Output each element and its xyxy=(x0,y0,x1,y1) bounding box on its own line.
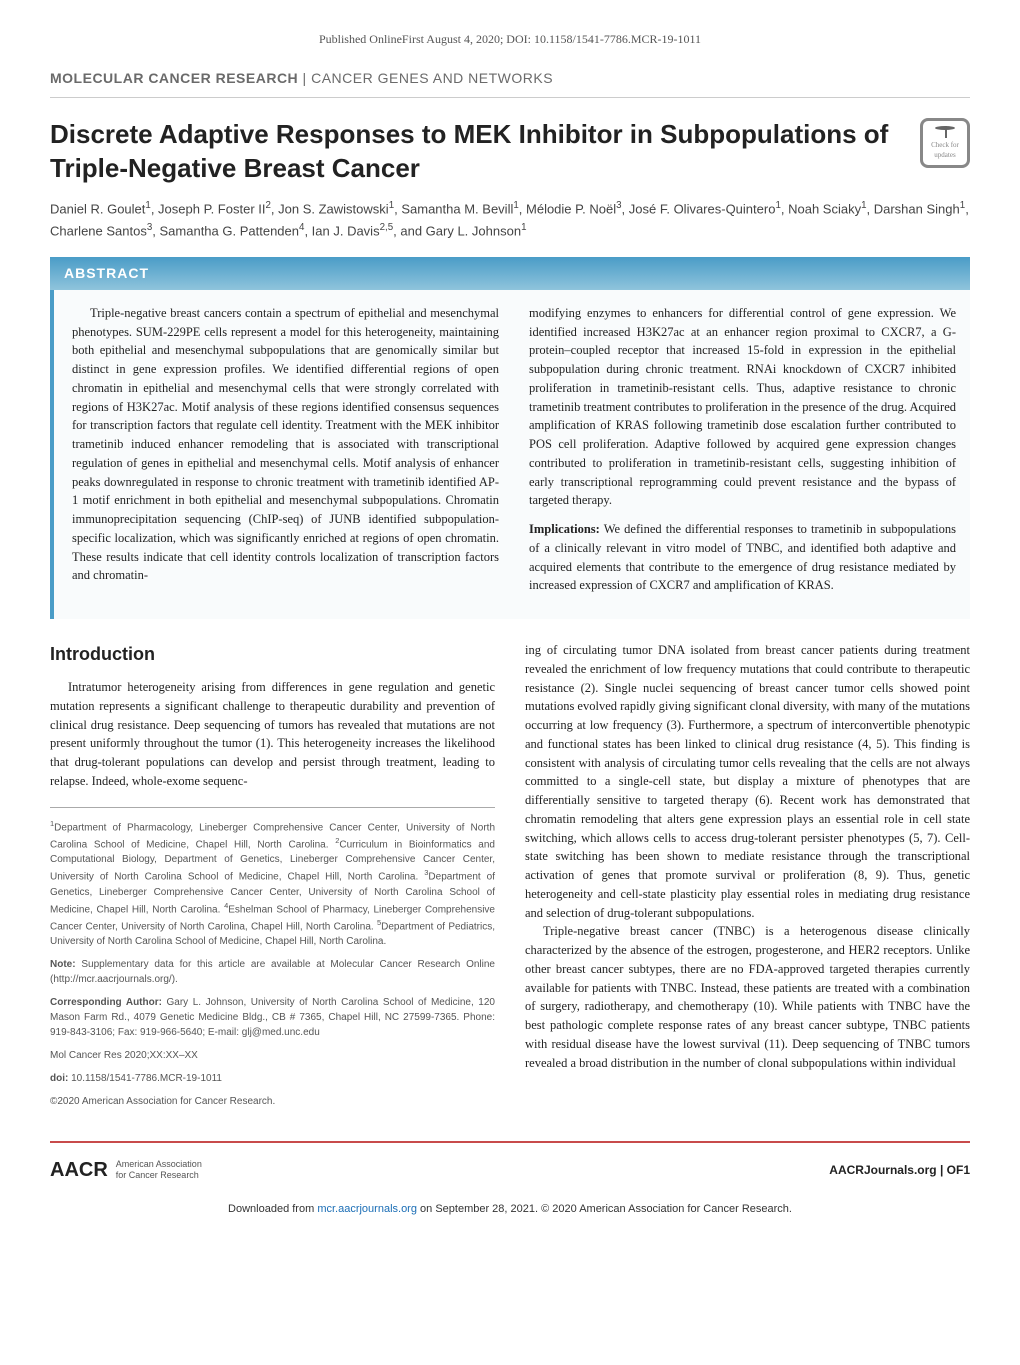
intro-right-p2: Triple-negative breast cancer (TNBC) is … xyxy=(525,922,970,1072)
header-meta: Published OnlineFirst August 4, 2020; DO… xyxy=(50,30,970,48)
section-header-light: | CANCER GENES AND NETWORKS xyxy=(298,70,553,86)
implications-paragraph: Implications: We defined the differentia… xyxy=(529,520,956,595)
footer: AACR American Association for Cancer Res… xyxy=(50,1141,970,1185)
authors-list: Daniel R. Goulet1, Joseph P. Foster II2,… xyxy=(50,198,970,242)
download-note: Downloaded from mcr.aacrjournals.org on … xyxy=(50,1201,970,1218)
right-column: ing of circulating tumor DNA isolated fr… xyxy=(525,641,970,1117)
doi: doi: 10.1158/1541-7786.MCR-19-1011 xyxy=(50,1071,495,1086)
check-updates-badge[interactable]: Check for updates xyxy=(920,118,970,168)
implications-label: Implications: xyxy=(529,522,600,536)
abstract-body: Triple-negative breast cancers contain a… xyxy=(50,290,970,619)
article-title: Discrete Adaptive Responses to MEK Inhib… xyxy=(50,118,920,186)
left-column: Introduction Intratumor heterogeneity ar… xyxy=(50,641,495,1117)
corresponding-author: Corresponding Author: Gary L. Johnson, U… xyxy=(50,995,495,1040)
main-columns: Introduction Intratumor heterogeneity ar… xyxy=(50,641,970,1117)
logo-sub-line2: for Cancer Research xyxy=(116,1170,202,1181)
abstract-left-text: Triple-negative breast cancers contain a… xyxy=(72,304,499,585)
copyright: ©2020 American Association for Cancer Re… xyxy=(50,1094,495,1109)
abstract-right-column: modifying enzymes to enhancers for diffe… xyxy=(529,304,956,605)
citation: Mol Cancer Res 2020;XX:XX–XX xyxy=(50,1048,495,1063)
section-header-bold: MOLECULAR CANCER RESEARCH xyxy=(50,70,298,86)
logo-text: AACR xyxy=(50,1155,108,1185)
pin-icon xyxy=(935,126,955,130)
intro-left-text: Intratumor heterogeneity arising from di… xyxy=(50,678,495,791)
aacr-logo: AACR American Association for Cancer Res… xyxy=(50,1155,202,1185)
abstract-header: ABSTRACT xyxy=(50,257,970,290)
abstract-right-p1: modifying enzymes to enhancers for diffe… xyxy=(529,304,956,510)
footer-right: AACRJournals.org | OF1 xyxy=(829,1161,970,1179)
affiliations-block: 1Department of Pharmacology, Lineberger … xyxy=(50,807,495,1110)
badge-text: Check for updates xyxy=(931,140,959,161)
section-header: MOLECULAR CANCER RESEARCH | CANCER GENES… xyxy=(50,68,970,89)
intro-right-p1: ing of circulating tumor DNA isolated fr… xyxy=(525,641,970,922)
divider xyxy=(50,97,970,98)
logo-sub-line1: American Association xyxy=(116,1159,202,1170)
abstract-left-column: Triple-negative breast cancers contain a… xyxy=(72,304,499,605)
note-text: Note: Supplementary data for this articl… xyxy=(50,957,495,987)
logo-subtitle: American Association for Cancer Research xyxy=(116,1159,202,1181)
introduction-header: Introduction xyxy=(50,641,495,668)
affiliations-text: 1Department of Pharmacology, Lineberger … xyxy=(50,818,495,950)
